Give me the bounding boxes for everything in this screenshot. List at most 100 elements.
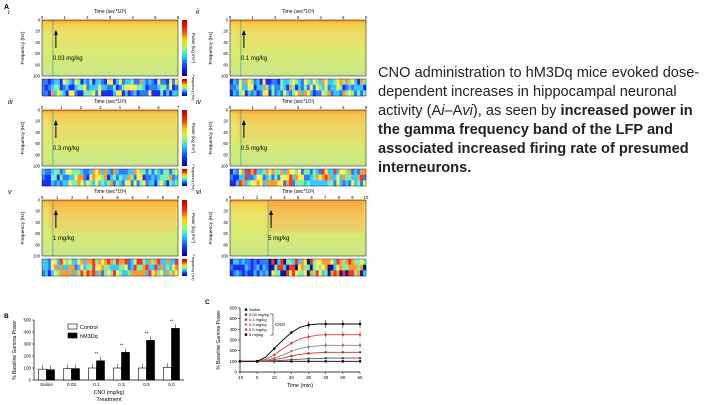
time-tick-label: 3 bbox=[86, 195, 89, 200]
firing-rate-cell bbox=[163, 169, 167, 175]
firing-rate-cell bbox=[74, 79, 78, 85]
raster-bar-label: Frequency (Hz) bbox=[191, 254, 195, 281]
firing-rate-cell bbox=[160, 169, 164, 175]
firing-rate-cell bbox=[163, 84, 167, 91]
firing-rate-cell bbox=[175, 84, 179, 91]
firing-rate-cell bbox=[283, 259, 287, 265]
gamma-power-increase bbox=[236, 22, 364, 53]
firing-rate-cell bbox=[309, 169, 313, 175]
colorbar bbox=[182, 20, 187, 76]
y-tick-label: 600 bbox=[229, 306, 237, 311]
firing-rate-cell bbox=[298, 180, 302, 187]
firing-rate-cell bbox=[271, 259, 275, 265]
firing-rate-cell bbox=[321, 174, 325, 181]
firing-rate-cell bbox=[306, 259, 311, 265]
firing-rate-cell bbox=[71, 264, 75, 271]
firing-rate-cell bbox=[154, 270, 158, 277]
firing-rate-cell bbox=[327, 79, 331, 85]
firing-rate-cell bbox=[265, 180, 269, 187]
firing-rate-cell bbox=[351, 84, 355, 91]
firing-rate-cell bbox=[247, 169, 251, 175]
time-tick-label: 4 bbox=[119, 105, 122, 110]
firing-rate-cell bbox=[142, 84, 146, 91]
firing-rate-cell bbox=[77, 174, 81, 181]
legend-label: 0.03 mg/kg bbox=[249, 312, 269, 317]
firing-rate-cell bbox=[145, 79, 149, 85]
firing-rate-cell bbox=[166, 79, 170, 85]
data-point bbox=[358, 333, 362, 336]
firing-rate-cell bbox=[133, 270, 137, 277]
firing-rate-cell bbox=[145, 270, 149, 277]
firing-rate-cell bbox=[330, 84, 334, 91]
time-axis-label: Time (sec*10³) bbox=[94, 99, 127, 105]
gamma-power-increase bbox=[48, 112, 176, 143]
freq-tick-label: 40 bbox=[223, 220, 228, 225]
firing-rate-cell bbox=[130, 84, 134, 91]
firing-rate-cell bbox=[247, 180, 251, 187]
freq-tick-label: 80 bbox=[223, 62, 228, 67]
firing-rate-cell bbox=[318, 259, 322, 265]
firing-rate-cell bbox=[154, 259, 158, 265]
firing-rate-cell bbox=[336, 259, 340, 265]
dose-label: 5 mg/kg bbox=[268, 236, 289, 242]
firing-rate-cell bbox=[98, 84, 102, 91]
firing-rate-cell bbox=[241, 259, 245, 265]
firing-rate-cell bbox=[65, 259, 69, 265]
freq-tick-label: 80 bbox=[35, 62, 40, 67]
firing-rate-cell bbox=[360, 270, 364, 277]
firing-rate-cell bbox=[68, 90, 72, 97]
firing-rate-cell bbox=[235, 174, 240, 181]
firing-rate-cell bbox=[163, 90, 167, 97]
x-tick-label: -10 bbox=[237, 375, 244, 380]
firing-rate-cell bbox=[330, 90, 334, 97]
firing-rate-cell bbox=[110, 174, 114, 181]
time-tick-label: 0 bbox=[41, 15, 44, 20]
legend-swatch bbox=[67, 323, 78, 330]
firing-rate-cell bbox=[277, 180, 281, 187]
firing-rate-cell bbox=[327, 180, 331, 187]
y-tick-label: 0 bbox=[28, 378, 31, 383]
firing-rate-cell bbox=[71, 90, 75, 97]
time-tick-label: 1 bbox=[56, 195, 59, 200]
firing-rate-cell bbox=[118, 79, 123, 85]
firing-rate-cell bbox=[80, 169, 84, 175]
firing-rate-cell bbox=[271, 264, 275, 271]
firing-rate-cell bbox=[74, 264, 78, 271]
bar-control bbox=[88, 367, 97, 381]
firing-rate-cell bbox=[47, 174, 52, 181]
firing-rate-cell bbox=[289, 264, 293, 271]
firing-rate-cell bbox=[360, 264, 364, 271]
firing-rate-cell bbox=[115, 264, 120, 271]
firing-rate-cell bbox=[268, 90, 272, 97]
firing-rate-cell bbox=[83, 259, 87, 265]
freq-tick-label: 40 bbox=[35, 220, 40, 225]
firing-rate-cell bbox=[295, 180, 299, 187]
firing-rate-cell bbox=[148, 264, 152, 271]
firing-rate-cell bbox=[280, 84, 284, 91]
firing-rate-cell bbox=[112, 79, 117, 85]
legend-marker bbox=[244, 318, 248, 321]
firing-rate-cell bbox=[348, 180, 352, 187]
firing-rate-cell bbox=[107, 79, 111, 85]
firing-rate-cell bbox=[50, 180, 55, 187]
firing-rate-cell bbox=[238, 174, 243, 181]
firing-rate-cell bbox=[142, 259, 146, 265]
firing-rate-cell bbox=[139, 270, 143, 277]
bar-hm3dq bbox=[46, 369, 55, 381]
firing-rate-cell bbox=[333, 270, 337, 277]
firing-rate-cell bbox=[321, 270, 325, 277]
spectrogram-panel-v: v Time (sec*10³)1 mg/kg0 1 2 3 4 5 6 7 8 902040608… bbox=[8, 189, 196, 281]
spectrogram-panel-ii: ii Time (sec*10³)0.1 mg/kg0 1 2 3 4 5 602040608… bbox=[196, 9, 368, 97]
firing-rate-cell bbox=[330, 259, 334, 265]
firing-rate-cell bbox=[92, 174, 96, 181]
firing-rate-cell bbox=[360, 180, 364, 187]
firing-rate-cell bbox=[65, 84, 69, 91]
firing-rate-cell bbox=[259, 84, 263, 91]
freq-tick-label: 80 bbox=[223, 152, 228, 157]
firing-rate-cell bbox=[124, 174, 128, 181]
firing-rate-cell bbox=[286, 79, 290, 85]
firing-rate-cell bbox=[50, 174, 55, 181]
panel-roman-label: v bbox=[8, 189, 12, 196]
freq-tick-label: 80 bbox=[223, 242, 228, 247]
firing-rate-cell bbox=[280, 79, 284, 85]
